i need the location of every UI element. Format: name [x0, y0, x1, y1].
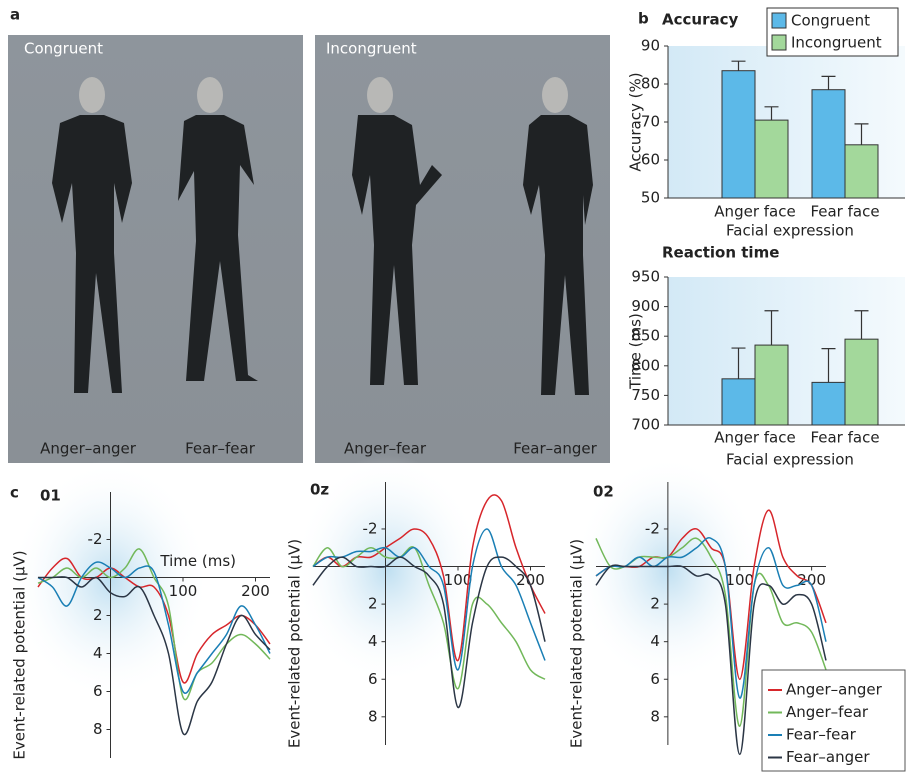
photo-title: Incongruent [326, 40, 417, 58]
error-bar [764, 106, 779, 121]
error-bar [731, 347, 746, 379]
x-tick-label: Fear face [810, 429, 879, 447]
legend-box [766, 7, 899, 57]
y-tick-label: 8 [650, 707, 660, 725]
x-axis-label: Facial expression [726, 451, 854, 469]
error-bar [854, 123, 869, 145]
y-tick-label: 6 [368, 670, 378, 688]
y-tick-label: 50 [641, 189, 660, 207]
error-bar [821, 75, 836, 90]
line [312, 556, 546, 709]
bar [811, 89, 846, 199]
x-axis-label: Facial expression [726, 222, 854, 240]
y-axis-label: Event-related potential (μV) [286, 539, 304, 748]
y-tick-label: 70 [641, 113, 660, 131]
y-tick-label: 90 [641, 37, 660, 55]
y-tick-label: 80 [641, 75, 660, 93]
y-axis-label: Event-related potential (μV) [568, 539, 586, 748]
panel-label: c [10, 484, 19, 502]
x-tick-label: 100 [169, 582, 198, 600]
y-tick-label: 6 [93, 682, 103, 700]
y-tick-label: 950 [631, 268, 660, 286]
y-tick-label: 900 [631, 297, 660, 315]
bar [844, 338, 879, 426]
legend-label: Fear–fear [786, 726, 857, 744]
y-axis-label: Event-related potential (μV) [11, 550, 29, 759]
line [312, 545, 546, 690]
bar [721, 70, 756, 199]
x-tick-label: Fear face [810, 203, 879, 221]
photo-title: Congruent [24, 40, 103, 58]
legend-label: Congruent [791, 12, 870, 30]
line [595, 536, 827, 699]
bar [754, 344, 789, 426]
y-tick-label: 4 [650, 632, 660, 650]
y-tick-label: 4 [93, 644, 103, 662]
y-tick-label: 8 [368, 707, 378, 725]
y-tick-label: 800 [631, 356, 660, 374]
y-tick-label: 2 [368, 595, 378, 613]
x-axis-label: Time (ms) [159, 552, 236, 570]
y-axis-label: Accuracy (%) [627, 72, 645, 171]
y-tick-label: 700 [631, 416, 660, 434]
glow [293, 455, 483, 685]
y-tick-label: 750 [631, 386, 660, 404]
y-tick-label: 6 [650, 670, 660, 688]
y-tick-label: 2 [93, 606, 103, 624]
x-tick-label: Anger face [714, 429, 795, 447]
bar [754, 119, 789, 199]
chart-title: 02 [593, 483, 614, 501]
legend-label: Incongruent [791, 34, 882, 52]
legend-swatch [771, 12, 787, 29]
y-tick-label: 850 [631, 327, 660, 345]
chart-title: Accuracy [662, 11, 738, 29]
photo-caption: Anger–fear [344, 440, 427, 458]
error-bar [821, 348, 836, 383]
legend-swatch [771, 34, 787, 51]
y-tick-label: 60 [641, 151, 660, 169]
bar [844, 144, 879, 199]
error-bar [764, 310, 779, 346]
photo-caption: Fear–anger [513, 440, 597, 458]
y-axis-label: Time (ms) [627, 313, 645, 390]
x-tick-label: 100 [444, 571, 473, 589]
photo-panel [8, 35, 303, 463]
y-tick-label: -2 [88, 530, 103, 548]
chart-title: Reaction time [662, 244, 779, 262]
x-tick-label: 200 [797, 571, 826, 589]
photo-caption: Fear–fear [185, 440, 256, 458]
line [37, 557, 271, 684]
legend-label: Anger–fear [786, 703, 869, 721]
line [37, 548, 271, 701]
legend-label: Fear–anger [786, 748, 870, 766]
y-tick-label: -2 [645, 519, 660, 537]
y-tick-label: 4 [368, 632, 378, 650]
legend-box [761, 669, 906, 772]
line [37, 576, 271, 736]
line [595, 564, 827, 756]
error-bar [854, 310, 869, 340]
bar [721, 378, 756, 426]
line [312, 528, 546, 671]
y-tick-label: -2 [363, 519, 378, 537]
x-tick-label: 100 [725, 571, 754, 589]
error-bar [731, 60, 746, 71]
x-tick-label: 200 [241, 582, 270, 600]
y-tick-label: 8 [93, 720, 103, 738]
chart-title: 01 [40, 487, 61, 505]
panel-label: b [638, 10, 649, 28]
x-tick-label: 200 [516, 571, 545, 589]
bar [811, 381, 846, 426]
panel-label: a [10, 6, 20, 24]
figures [52, 77, 593, 395]
chart-title: 0z [310, 481, 329, 499]
photo-caption: Anger–anger [40, 440, 137, 458]
x-tick-label: Anger face [714, 203, 795, 221]
y-tick-label: 2 [650, 595, 660, 613]
legend-label: Anger–anger [786, 681, 883, 699]
